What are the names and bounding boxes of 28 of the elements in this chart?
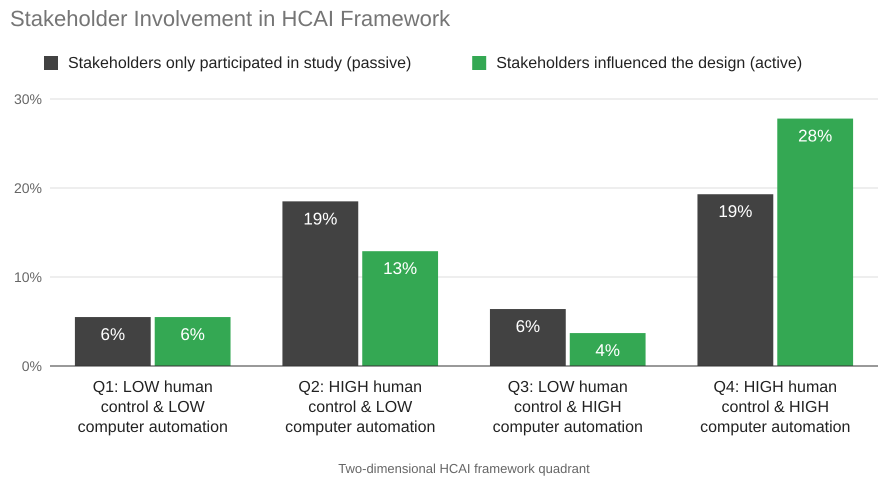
x-tick-label: Q4: HIGH human control & HIGH computer automation [700,379,850,436]
bar [154,317,231,366]
y-tick-label: 0% [22,358,42,374]
data-label: 13% [383,259,418,278]
data-label: 19% [303,209,338,228]
bar [570,333,646,366]
data-label: 19% [718,202,752,222]
bar [490,309,566,366]
bar [74,317,151,366]
x-tick-label: Q3: LOW human control & HIGH computer automation [492,379,643,436]
chart-title: Stakeholder Involvement in HCAI Framework [10,6,452,31]
x-tick-label: Q1: LOW human control & LOW computer automation [78,379,228,436]
x-axis-title: Two-dimensional HCAI framework quadrant [338,461,590,476]
bar [697,194,774,366]
data-label: 4% [595,341,620,360]
y-tick-label: 20% [14,180,42,196]
x-tick-label: Q2: HIGH human control & LOW computer automation [285,379,436,436]
y-tick-label: 10% [14,269,42,285]
legend-label: Stakeholders only participated in study (passive) [68,55,412,72]
data-label: 6% [516,317,540,336]
bar [282,201,358,366]
bar [777,118,854,366]
data-label: 28% [798,126,832,146]
y-tick-label: 30% [14,91,42,107]
bar [362,251,438,366]
data-label: 6% [100,325,126,344]
data-label: 6% [180,325,205,344]
legend-label: Stakeholders influenced the design (active) [496,55,802,72]
